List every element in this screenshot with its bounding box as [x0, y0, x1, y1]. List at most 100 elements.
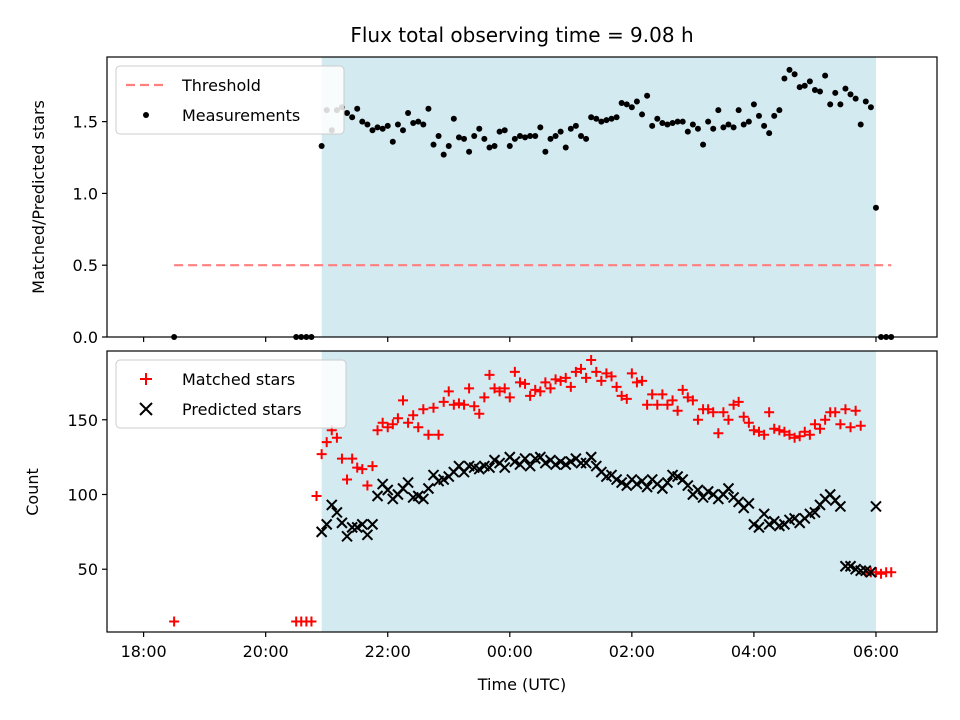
measurement-point	[639, 111, 646, 118]
matched-star-point	[830, 407, 841, 418]
matched-star-point	[397, 395, 408, 406]
measurement-point	[761, 122, 768, 129]
matched-star-point	[469, 401, 480, 412]
measurement-point	[389, 138, 396, 145]
predicted-star-point	[346, 521, 358, 534]
matched-star-point	[576, 363, 587, 374]
predicted-star-point	[509, 455, 521, 468]
measurement-point	[735, 107, 742, 114]
x-tick-label: 04:00	[731, 642, 777, 661]
matched-star-point	[748, 425, 759, 436]
matched-star-point	[779, 426, 790, 437]
measurement-point	[654, 115, 661, 122]
matched-star-point	[331, 432, 342, 443]
measurement-point	[481, 135, 488, 142]
matched-star-point	[428, 402, 439, 413]
matched-star-point	[321, 437, 332, 448]
matched-star-point	[311, 490, 322, 501]
measurement-point	[786, 66, 793, 73]
matched-star-point	[682, 392, 693, 403]
measurement-point	[583, 135, 590, 142]
y-tick-label: 1.5	[73, 113, 98, 132]
matched-star-point	[759, 429, 770, 440]
matched-star-point	[433, 429, 444, 440]
predicted-star-point	[641, 481, 653, 493]
measurement-point	[461, 135, 468, 142]
measurement-point	[725, 121, 732, 128]
matched-star-point	[459, 399, 470, 410]
measurement-point	[801, 82, 808, 89]
x-tick-label: 20:00	[243, 642, 289, 661]
measurement-point	[633, 98, 640, 105]
matched-star-point	[652, 399, 663, 410]
measurement-point	[745, 118, 752, 125]
matched-star-point	[672, 405, 683, 416]
measurement-point	[430, 141, 437, 148]
predicted-star-point	[758, 508, 770, 520]
matched-star-point	[499, 383, 510, 394]
measurement-point	[649, 122, 656, 129]
measurement-point	[455, 134, 462, 141]
matched-star-point	[347, 453, 358, 464]
matched-star-point	[713, 428, 724, 439]
matched-star-point	[581, 372, 592, 383]
matched-star-point	[794, 431, 805, 442]
predicted-star-point	[692, 484, 704, 496]
matched-star-point	[738, 411, 749, 422]
matched-star-point	[606, 371, 617, 382]
measurement-point	[776, 107, 783, 114]
series-matched-stars	[169, 354, 897, 627]
measurement-point	[811, 87, 818, 94]
measurement-point	[618, 99, 625, 106]
predicted-star-point	[361, 529, 374, 541]
axes-frame	[106, 350, 938, 633]
measurement-point	[623, 101, 630, 108]
bottom-ylabel: Count	[23, 468, 42, 516]
matched-star-point	[820, 414, 831, 425]
legend-box	[115, 359, 347, 429]
matched-star-point	[657, 389, 668, 400]
measurement-point	[674, 118, 681, 125]
measurement-point	[664, 121, 671, 128]
predicted-star-point	[682, 479, 694, 492]
measurement-point	[496, 128, 503, 135]
top-panel: 0.0 0.5 1.0 1.5 Threshold Measurements	[73, 56, 938, 347]
matched-star-point	[545, 383, 556, 394]
matched-star-point	[494, 386, 505, 397]
matched-star-point	[565, 381, 576, 392]
matched-star-point	[570, 366, 581, 377]
matched-star-point	[336, 453, 347, 464]
predicted-star-point	[320, 518, 333, 531]
predicted-star-point	[315, 526, 328, 538]
y-tick-label: 0.0	[73, 328, 98, 347]
matched-star-point	[443, 386, 454, 397]
predicted-star-point	[753, 521, 765, 534]
matched-star-point	[692, 414, 703, 425]
predicted-star-point	[575, 457, 587, 469]
predicted-star-point	[839, 560, 852, 572]
matched-star-point	[550, 374, 561, 385]
measurement-point	[603, 117, 610, 124]
measurement-point	[344, 110, 351, 116]
measurement-point	[684, 128, 691, 135]
predicted-star-point	[615, 476, 628, 489]
bottom-panel: 50 100 150 18:00 20:00 22:00 00:00 02:00 04:00 06…	[67, 350, 938, 661]
y-tick-label: 50	[78, 560, 98, 579]
measurement-point	[867, 104, 874, 111]
measurement-point	[659, 120, 666, 127]
measurement-point	[501, 127, 508, 134]
legend-predicted-swatch	[139, 402, 153, 416]
predicted-star-point	[855, 565, 867, 577]
x-tick-label: 18:00	[121, 642, 167, 661]
measurement-point	[476, 125, 483, 132]
matched-star-point	[601, 368, 612, 379]
matched-star-point	[418, 404, 429, 415]
matched-star-point	[708, 407, 719, 418]
top-ylabel: Matched/Predicted stars	[29, 100, 48, 294]
legend-label: Threshold	[181, 76, 261, 95]
matched-star-point	[850, 405, 861, 416]
matched-star-point	[789, 432, 800, 443]
y-tick-label: 0.5	[73, 256, 98, 275]
matched-star-point	[342, 474, 353, 485]
